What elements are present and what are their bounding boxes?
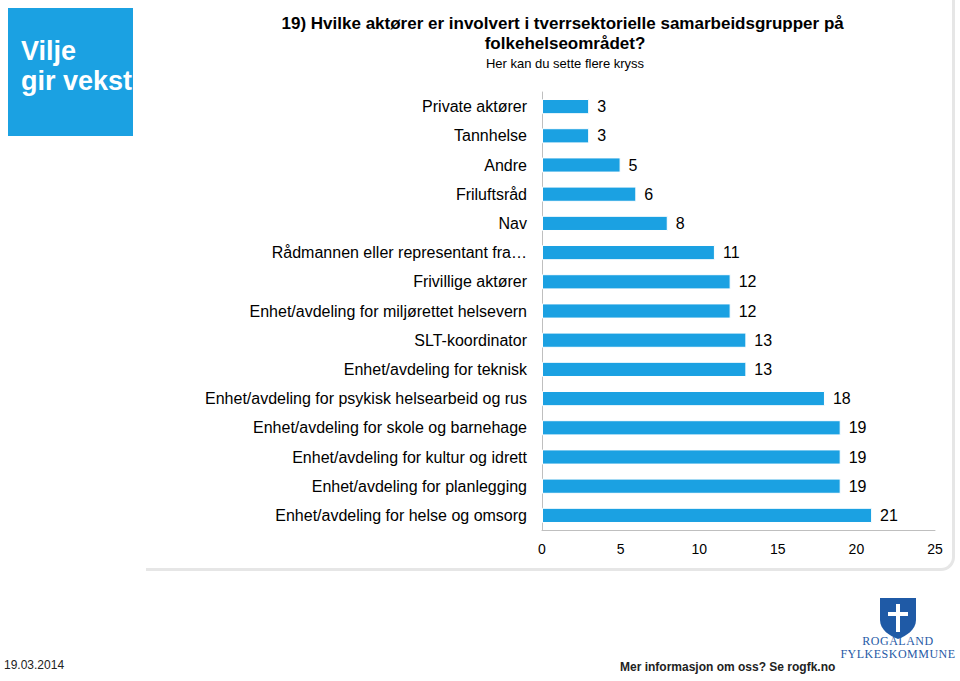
svg-text:Andre: Andre xyxy=(484,157,527,174)
svg-text:Enhet/avdeling for skole og ba: Enhet/avdeling for skole og barnehage xyxy=(253,419,527,436)
svg-text:Enhet/avdeling for psykisk hel: Enhet/avdeling for psykisk helsearbeid o… xyxy=(205,390,527,407)
svg-text:12: 12 xyxy=(739,303,757,320)
svg-text:25: 25 xyxy=(927,541,943,557)
svg-text:5: 5 xyxy=(629,157,638,174)
svg-text:13: 13 xyxy=(754,332,772,349)
html-text:gir vekst: gir vekst xyxy=(21,66,133,96)
svg-text:19: 19 xyxy=(849,478,867,495)
svg-text:19) Hvilke aktører er involver: 19) Hvilke aktører er involvert i tverrs… xyxy=(282,14,849,33)
svg-text:21: 21 xyxy=(880,507,898,524)
html-text:19.03.2014: 19.03.2014 xyxy=(4,658,65,672)
svg-text:Enhet/avdeling for planlegging: Enhet/avdeling for planlegging xyxy=(312,478,527,495)
svg-text:Frivillige aktører: Frivillige aktører xyxy=(413,273,527,290)
svg-text:Tannhelse: Tannhelse xyxy=(454,127,527,144)
svg-text:Rådmannen eller representant f: Rådmannen eller representant fra… xyxy=(272,244,527,261)
svg-text:8: 8 xyxy=(676,215,685,232)
html-text:FYLKESKOMMUNE: FYLKESKOMMUNE xyxy=(840,647,956,661)
svg-text:SLT-koordinator: SLT-koordinator xyxy=(414,332,527,349)
svg-text:3: 3 xyxy=(597,98,606,115)
svg-text:15: 15 xyxy=(770,541,786,557)
svg-text:20: 20 xyxy=(849,541,865,557)
svg-text:folkehelseområdet?: folkehelseområdet? xyxy=(485,34,646,53)
svg-text:Enhet/avdeling for miljørettet: Enhet/avdeling for miljørettet helsevern xyxy=(250,303,527,320)
svg-text:19: 19 xyxy=(849,449,867,466)
svg-text:3: 3 xyxy=(597,127,606,144)
svg-text:19: 19 xyxy=(849,419,867,436)
svg-text:Enhet/avdeling for helse og om: Enhet/avdeling for helse og omsorg xyxy=(275,507,527,524)
svg-text:Friluftsråd: Friluftsråd xyxy=(456,186,527,203)
html-text:Mer informasjon om oss? Se rog: Mer informasjon om oss? Se rogfk.no xyxy=(620,660,836,674)
svg-text:Enhet/avdeling for kultur og i: Enhet/avdeling for kultur og idrett xyxy=(292,449,527,466)
svg-text:5: 5 xyxy=(617,541,625,557)
svg-text:12: 12 xyxy=(739,273,757,290)
svg-text:Nav: Nav xyxy=(499,215,527,232)
svg-text:0: 0 xyxy=(538,541,546,557)
svg-text:Her kan du sette flere kryss: Her kan du sette flere kryss xyxy=(486,56,645,71)
svg-text:6: 6 xyxy=(644,186,653,203)
svg-text:Enhet/avdeling for teknisk: Enhet/avdeling for teknisk xyxy=(344,361,528,378)
html-text:ROGALAND: ROGALAND xyxy=(862,634,934,648)
svg-text:18: 18 xyxy=(833,390,851,407)
html-text:Vilje: Vilje xyxy=(21,36,76,66)
svg-text:Private aktører: Private aktører xyxy=(422,98,528,115)
svg-text:13: 13 xyxy=(754,361,772,378)
svg-text:11: 11 xyxy=(723,244,740,261)
svg-text:10: 10 xyxy=(691,541,707,557)
